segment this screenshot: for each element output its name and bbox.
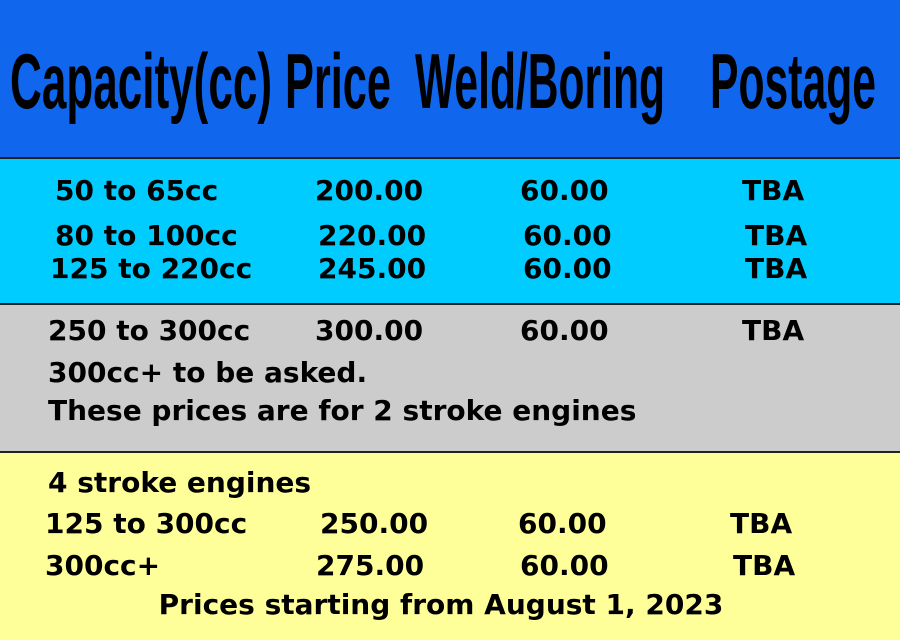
table-cell: 300cc+ bbox=[45, 549, 160, 582]
table-cell: TBA bbox=[733, 549, 795, 582]
note: These prices are for 2 stroke engines bbox=[48, 394, 636, 427]
table-cell: TBA bbox=[745, 219, 807, 252]
table-cell: 50 to 65cc bbox=[55, 174, 218, 207]
table-cell: 200.00 bbox=[315, 174, 423, 207]
section-band bbox=[0, 158, 900, 304]
table-cell: 250 to 300cc bbox=[48, 314, 250, 347]
table-cell: 220.00 bbox=[318, 219, 426, 252]
note: 300cc+ to be asked. bbox=[48, 356, 367, 389]
section-band bbox=[0, 452, 900, 640]
column-header: Weld/Boring bbox=[415, 37, 665, 125]
table-cell: 245.00 bbox=[318, 252, 426, 285]
table-cell: 60.00 bbox=[520, 314, 609, 347]
table-cell: 60.00 bbox=[520, 549, 609, 582]
table-cell: TBA bbox=[742, 174, 804, 207]
table-cell: 300.00 bbox=[315, 314, 423, 347]
table-cell: 60.00 bbox=[518, 507, 607, 540]
table-cell: 125 to 300cc bbox=[45, 507, 247, 540]
column-header: Postage bbox=[710, 37, 876, 125]
section-band bbox=[0, 304, 900, 452]
table-cell: 125 to 220cc bbox=[50, 252, 252, 285]
column-header: Capacity(cc) bbox=[10, 37, 272, 125]
table-cell: 60.00 bbox=[520, 174, 609, 207]
table-cell: TBA bbox=[742, 314, 804, 347]
table-cell: 275.00 bbox=[316, 549, 424, 582]
table-cell: 60.00 bbox=[523, 252, 612, 285]
section-heading: 4 stroke engines bbox=[48, 466, 311, 499]
column-header: Price bbox=[285, 37, 391, 125]
footer: Prices starting from August 1, 2023 bbox=[159, 588, 724, 621]
table-cell: 80 to 100cc bbox=[55, 219, 238, 252]
table-cell: 250.00 bbox=[320, 507, 428, 540]
header-band bbox=[0, 0, 900, 158]
table-cell: 60.00 bbox=[523, 219, 612, 252]
table-cell: TBA bbox=[730, 507, 792, 540]
table-cell: TBA bbox=[745, 252, 807, 285]
